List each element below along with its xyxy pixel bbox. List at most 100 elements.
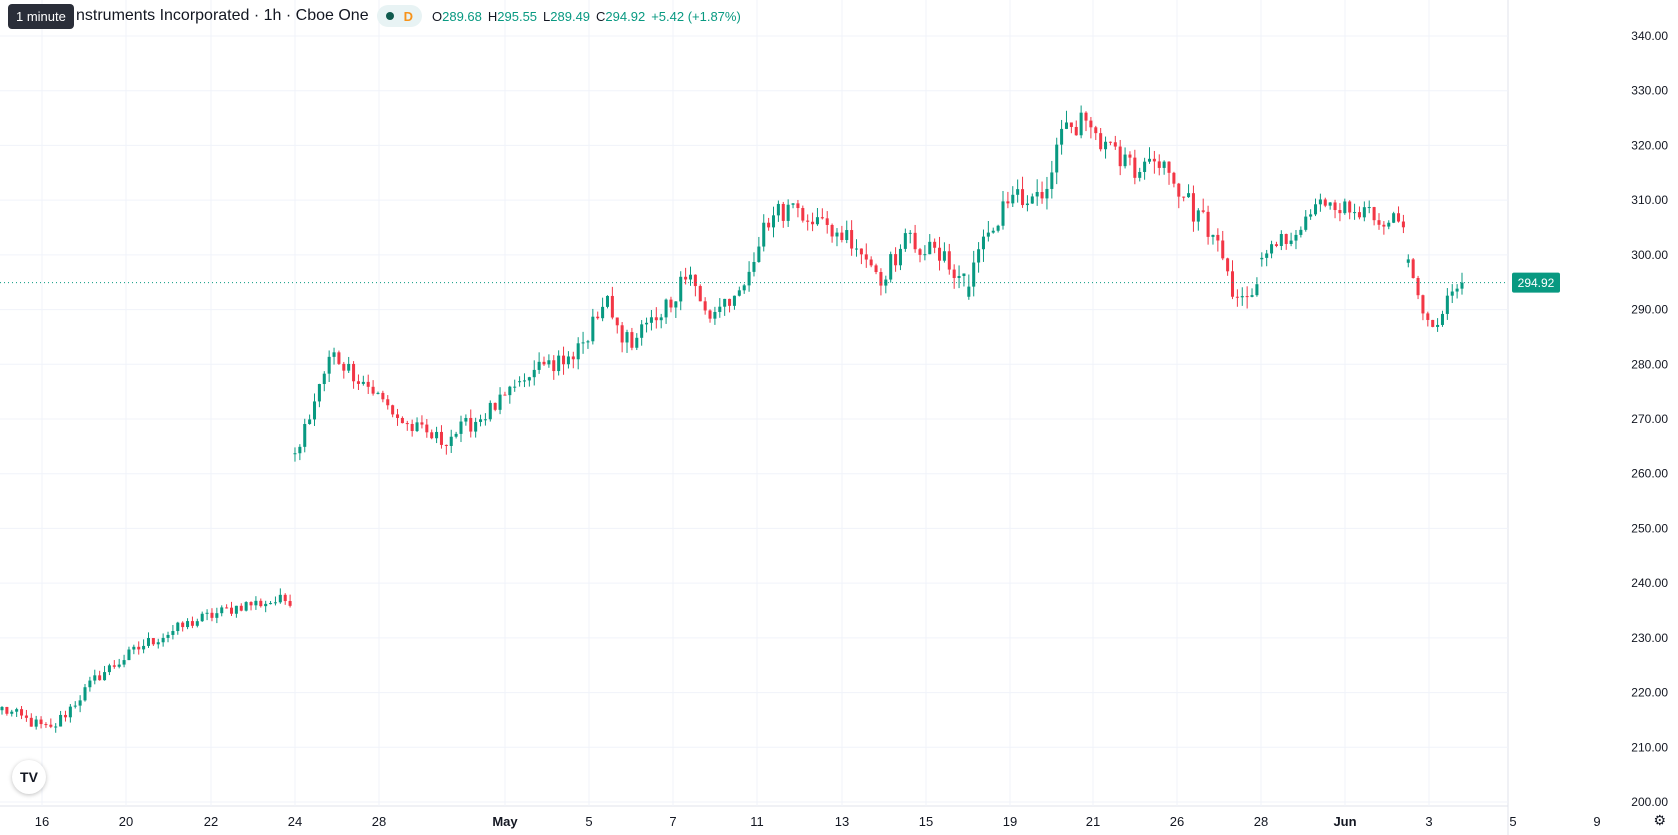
candle-body bbox=[122, 660, 126, 665]
candle-body bbox=[918, 249, 922, 255]
candle-body bbox=[1177, 183, 1181, 197]
candle-body bbox=[1299, 229, 1303, 235]
price-tick-label: 290.00 bbox=[1631, 303, 1668, 317]
candle-body bbox=[293, 453, 297, 455]
candle-body bbox=[801, 208, 805, 221]
candle-body bbox=[957, 275, 961, 278]
time-tick-label: 15 bbox=[919, 814, 933, 829]
candle-body bbox=[78, 700, 82, 706]
candle-body bbox=[1099, 133, 1103, 150]
tradingview-logo-icon[interactable]: TV bbox=[12, 760, 46, 794]
candle-body bbox=[391, 405, 395, 415]
candle-body bbox=[103, 672, 107, 681]
candle-body bbox=[1133, 157, 1137, 178]
candle-body bbox=[1230, 271, 1235, 297]
candle-body bbox=[1025, 203, 1029, 206]
candle-body bbox=[1240, 296, 1244, 298]
price-tick-label: 280.00 bbox=[1631, 357, 1668, 371]
candle-body bbox=[649, 317, 653, 323]
candle-body bbox=[967, 286, 971, 297]
candle-body bbox=[1450, 291, 1454, 296]
candle-body bbox=[620, 325, 624, 343]
candle-body bbox=[288, 601, 292, 606]
candle-body bbox=[996, 225, 1000, 231]
candle-body bbox=[1118, 146, 1122, 167]
candle-body bbox=[806, 220, 810, 222]
candle-body bbox=[1216, 234, 1220, 241]
price-tick-label: 310.00 bbox=[1631, 193, 1668, 207]
candle-body bbox=[200, 613, 204, 622]
candle-body bbox=[5, 706, 9, 714]
candle-body bbox=[1353, 212, 1357, 214]
candle-body bbox=[688, 274, 693, 280]
candle-body bbox=[732, 295, 736, 306]
candle-body bbox=[386, 399, 390, 406]
time-tick-label: 19 bbox=[1003, 814, 1017, 829]
candle-body bbox=[332, 352, 336, 357]
candle-body bbox=[464, 417, 468, 422]
candle-body bbox=[708, 310, 712, 319]
candle-body bbox=[737, 290, 741, 296]
candle-body bbox=[181, 622, 185, 628]
candle-body bbox=[83, 687, 87, 701]
candle-body bbox=[601, 306, 605, 319]
candle-body bbox=[195, 621, 199, 626]
candle-body bbox=[864, 254, 868, 260]
candle-body bbox=[1001, 201, 1005, 226]
candle-body bbox=[479, 419, 483, 422]
candle-body bbox=[430, 432, 434, 439]
candle-body bbox=[1279, 234, 1283, 246]
candle-body bbox=[210, 612, 214, 618]
candle-body bbox=[913, 232, 917, 250]
candle-body bbox=[527, 377, 531, 381]
candle-body bbox=[298, 446, 302, 454]
candle-body bbox=[1226, 258, 1230, 272]
candle-body bbox=[68, 706, 72, 718]
candle-body bbox=[1035, 191, 1039, 197]
candle-body bbox=[850, 230, 854, 249]
time-tick-label: 7 bbox=[669, 814, 676, 829]
candle-body bbox=[322, 373, 326, 385]
candle-body bbox=[747, 271, 751, 286]
candle-body bbox=[435, 431, 439, 439]
symbol-title[interactable]: nstruments Incorporated · 1h · Cboe One bbox=[76, 7, 369, 24]
time-tick-label: May bbox=[492, 814, 518, 829]
candle-body bbox=[1074, 126, 1078, 136]
candle-body bbox=[923, 254, 927, 256]
candle-body bbox=[1030, 196, 1034, 204]
candle-body bbox=[171, 631, 175, 635]
candle-body bbox=[1021, 189, 1025, 206]
candle-body bbox=[1421, 295, 1425, 314]
market-status-badge[interactable]: D bbox=[376, 5, 422, 27]
close-label: C bbox=[596, 8, 606, 24]
candle-body bbox=[1079, 112, 1083, 136]
candle-body bbox=[547, 360, 551, 365]
candle-body bbox=[947, 251, 951, 270]
candle-body bbox=[1294, 234, 1298, 241]
candle-body bbox=[59, 714, 63, 727]
candle-body bbox=[659, 317, 663, 321]
candle-body bbox=[361, 381, 365, 384]
candle-body bbox=[312, 401, 317, 420]
candle-body bbox=[1094, 127, 1098, 134]
candle-body bbox=[415, 422, 419, 432]
candle-body bbox=[93, 675, 97, 681]
candle-body bbox=[532, 369, 536, 378]
candle-body bbox=[396, 414, 400, 418]
candle-body bbox=[225, 607, 229, 609]
candle-body bbox=[679, 276, 683, 302]
candle-body bbox=[928, 241, 932, 255]
time-tick-label: 9 bbox=[1593, 814, 1600, 829]
candle-body bbox=[88, 680, 92, 688]
candle-body bbox=[1304, 216, 1308, 230]
candle-body bbox=[444, 444, 448, 446]
candle-body bbox=[1060, 128, 1064, 145]
candle-body bbox=[63, 714, 67, 718]
candle-body bbox=[938, 247, 942, 261]
price-tick-label: 260.00 bbox=[1631, 467, 1668, 481]
candle-body bbox=[562, 355, 566, 365]
settings-gear-icon[interactable]: ⚙ bbox=[1653, 812, 1666, 828]
candle-body bbox=[977, 249, 981, 263]
candle-body bbox=[645, 322, 649, 325]
